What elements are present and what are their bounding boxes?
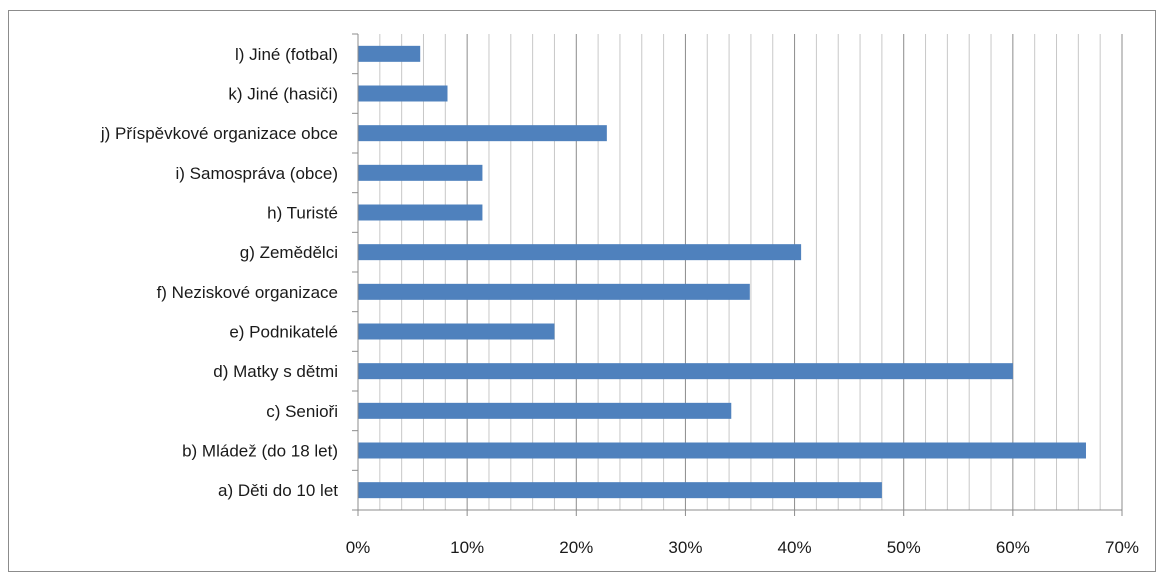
bar bbox=[358, 164, 483, 181]
category-label: j) Příspěvkové organizace obce bbox=[100, 124, 338, 143]
x-tick-label: 30% bbox=[668, 538, 702, 557]
category-label: c) Senioři bbox=[266, 402, 338, 421]
category-label: l) Jiné (fotbal) bbox=[235, 45, 338, 64]
bar bbox=[358, 244, 802, 261]
category-label: k) Jiné (hasiči) bbox=[228, 85, 338, 104]
category-label: i) Samospráva (obce) bbox=[175, 164, 338, 183]
category-label: e) Podnikatelé bbox=[229, 323, 338, 342]
category-label: b) Mládež (do 18 let) bbox=[182, 442, 338, 461]
x-tick-label: 40% bbox=[778, 538, 812, 557]
x-tick-label: 10% bbox=[450, 538, 484, 557]
x-tick-label: 50% bbox=[887, 538, 921, 557]
category-label: h) Turisté bbox=[267, 204, 338, 223]
bar bbox=[358, 323, 555, 340]
bar bbox=[358, 402, 732, 419]
bar bbox=[358, 442, 1086, 459]
category-label: d) Matky s dětmi bbox=[213, 362, 338, 381]
category-label: a) Děti do 10 let bbox=[218, 481, 338, 500]
bar bbox=[358, 283, 750, 300]
bar bbox=[358, 45, 421, 62]
category-label: f) Neziskové organizace bbox=[157, 283, 338, 302]
x-tick-label: 0% bbox=[346, 538, 371, 557]
x-tick-label: 70% bbox=[1105, 538, 1139, 557]
bar bbox=[358, 363, 1013, 380]
x-tick-label: 60% bbox=[996, 538, 1030, 557]
bar bbox=[358, 125, 607, 142]
bar bbox=[358, 85, 448, 102]
category-label: g) Zemědělci bbox=[240, 243, 338, 262]
bar bbox=[358, 204, 483, 221]
bar bbox=[358, 482, 882, 499]
x-tick-label: 20% bbox=[559, 538, 593, 557]
